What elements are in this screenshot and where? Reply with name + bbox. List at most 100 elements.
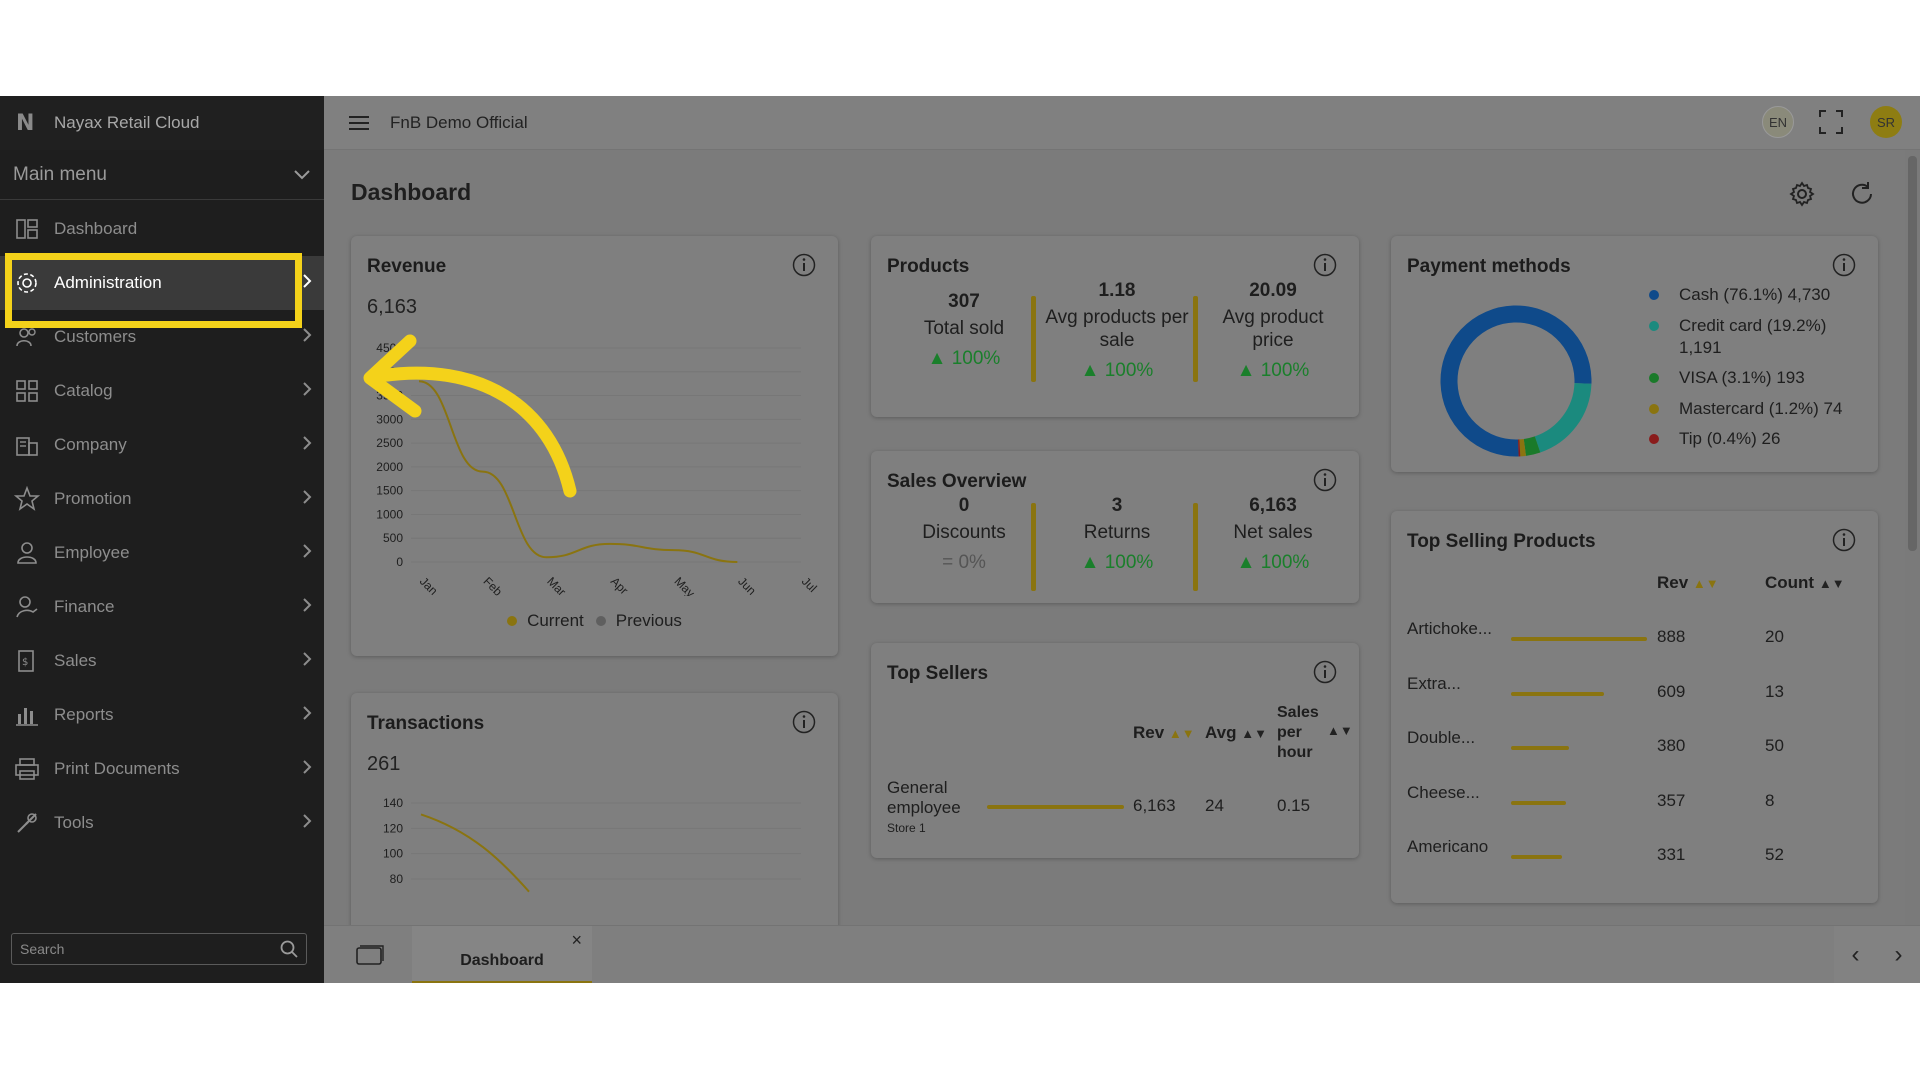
legend-item-tip: Tip (0.4%) 26 <box>1649 428 1780 450</box>
fullscreen-icon[interactable] <box>1816 107 1846 137</box>
legend-label: Mastercard (1.2%) 74 <box>1679 399 1843 418</box>
product-bar <box>1511 855 1562 859</box>
stat-label: Returns <box>1083 522 1151 543</box>
reports-icon <box>16 708 38 726</box>
sidebar-item-label: Administration <box>54 273 162 292</box>
sort-avg-header[interactable]: Avg ▲▼ <box>1205 723 1267 743</box>
sort-rev-header[interactable]: Rev ▲▼ <box>1133 723 1195 743</box>
sidebar-item-catalog[interactable]: Catalog <box>0 364 324 418</box>
top-bar-actions: EN SR <box>1762 106 1902 138</box>
sidebar-menu: Dashboard Administration Customers Catalog C… <box>0 202 324 850</box>
chevron-right-icon <box>303 436 312 450</box>
divider-bar <box>1031 503 1036 591</box>
legend-label: Credit card (19.2%) 1,191 <box>1679 315 1826 359</box>
stat-label: Net sales <box>1233 522 1313 543</box>
stat-avg-products-per-sale: 1.18 Avg products per sale ▲ 100% <box>1037 280 1197 382</box>
top-sellers-card: Top Sellers Rev ▲▼ Avg ▲▼ Sales per hour… <box>871 643 1359 858</box>
scrollbar-thumb[interactable] <box>1908 156 1917 551</box>
customers-icon <box>16 328 36 347</box>
sort-sales-per-hour-header[interactable]: Sales per hour <box>1277 703 1319 763</box>
hamburger-menu-icon[interactable] <box>348 110 374 136</box>
seller-bar <box>987 805 1124 809</box>
info-icon[interactable] <box>1313 253 1337 277</box>
sidebar-item-promotion[interactable]: Promotion <box>0 472 324 526</box>
stat-discounts: 0 Discounts = 0% <box>889 495 1039 574</box>
chevron-left-icon[interactable]: ‹ <box>1851 941 1860 968</box>
payment-methods-card: Payment methods Cash (76.1%) 4,730 Credi… <box>1391 236 1878 472</box>
sidebar: N Nayax Retail Cloud Main menu Dashboard… <box>0 96 324 983</box>
header-label-line: Sales <box>1277 704 1319 721</box>
language-selector[interactable]: EN <box>1762 106 1794 138</box>
sort-icon[interactable]: ▲▼ <box>1327 723 1353 738</box>
y-tick-label: 1500 <box>376 484 403 498</box>
info-icon[interactable] <box>1313 468 1337 492</box>
main-menu-label: Main menu <box>13 163 107 185</box>
close-icon[interactable]: × <box>571 930 582 950</box>
legend-dot <box>1649 290 1659 300</box>
search-icon[interactable] <box>280 940 298 958</box>
revenue-total: 6,163 <box>367 296 418 318</box>
sidebar-item-label: Company <box>54 435 127 454</box>
trend-up-icon: ▲ <box>1080 552 1100 573</box>
products-card: Products 307 Total sold ▲ 100% 1.18 Avg … <box>871 236 1359 417</box>
legend-dot <box>1649 373 1659 383</box>
chevron-right-icon[interactable]: › <box>1894 941 1903 968</box>
dashboard-icon <box>16 219 38 239</box>
tab-label: Dashboard <box>460 952 544 969</box>
legend-dot <box>1649 404 1659 414</box>
info-icon[interactable] <box>1832 528 1856 552</box>
info-icon[interactable] <box>792 710 816 734</box>
product-name: Artichoke... <box>1407 619 1493 638</box>
seller-name-line: employee <box>887 798 961 817</box>
sidebar-item-company[interactable]: Company <box>0 418 324 472</box>
transactions-title: Transactions <box>367 713 485 734</box>
sidebar-item-tools[interactable]: Tools <box>0 796 324 850</box>
payment-donut-chart <box>1440 305 1592 457</box>
refresh-icon[interactable] <box>1848 180 1876 208</box>
sort-count-header[interactable]: Count ▲▼ <box>1765 573 1845 593</box>
product-count: 8 <box>1765 790 1775 810</box>
legend-item-visa: VISA (3.1%) 193 <box>1649 367 1805 389</box>
stat-change: ▲ 100% <box>1037 360 1197 382</box>
sidebar-item-print-documents[interactable]: Print Documents <box>0 742 324 796</box>
sidebar-item-administration[interactable]: Administration <box>0 256 324 310</box>
legend-item-cash: Cash (76.1%) 4,730 <box>1649 284 1830 306</box>
info-icon[interactable] <box>792 253 816 277</box>
chevron-right-icon <box>303 598 312 612</box>
stat-change: ▲ 100% <box>1203 360 1343 382</box>
product-count: 52 <box>1765 845 1784 864</box>
scrollbar[interactable] <box>1905 150 1920 925</box>
sidebar-search-input[interactable] <box>20 941 280 957</box>
sidebar-item-finance[interactable]: Finance <box>0 580 324 634</box>
seller-store: Store 1 <box>887 821 926 835</box>
main-menu-toggle[interactable]: Main menu <box>0 150 324 200</box>
sidebar-item-sales[interactable]: $ Sales <box>0 634 324 688</box>
sidebar-item-label: Employee <box>54 543 130 562</box>
divider-bar <box>1031 296 1036 382</box>
sidebar-item-customers[interactable]: Customers <box>0 310 324 364</box>
sort-rev-header[interactable]: Rev ▲▼ <box>1657 573 1719 593</box>
tabs-overview-icon[interactable] <box>356 944 384 966</box>
tab-dashboard[interactable]: Dashboard × <box>412 926 592 983</box>
page-title: Dashboard <box>351 179 472 205</box>
sidebar-item-label: Print Documents <box>54 759 180 778</box>
top-selling-title: Top Selling Products <box>1407 531 1596 552</box>
product-rev: 888 <box>1657 627 1686 646</box>
sidebar-item-label: Finance <box>54 597 115 616</box>
sidebar-item-reports[interactable]: Reports <box>0 688 324 742</box>
stat-label: Total sold <box>923 318 1005 339</box>
app-window: N Nayax Retail Cloud Main menu Dashboard… <box>0 96 1920 983</box>
stat-total-sold: 307 Total sold ▲ 100% <box>889 291 1039 370</box>
donut-slice-cash[interactable] <box>1440 305 1592 457</box>
sidebar-item-employee[interactable]: Employee <box>0 526 324 580</box>
brand[interactable]: N Nayax Retail Cloud <box>0 96 324 150</box>
legend-label-line: Credit card (19.2%) <box>1679 316 1827 335</box>
sidebar-item-dashboard[interactable]: Dashboard <box>0 202 324 256</box>
info-icon[interactable] <box>1832 253 1856 277</box>
info-icon[interactable] <box>1313 660 1337 684</box>
sidebar-item-label: Customers <box>54 327 137 346</box>
user-avatar[interactable]: SR <box>1870 106 1902 138</box>
store-name[interactable]: FnB Demo Official <box>390 112 528 132</box>
y-tick-label: 80 <box>390 872 404 886</box>
settings-gear-icon[interactable] <box>1788 180 1816 208</box>
